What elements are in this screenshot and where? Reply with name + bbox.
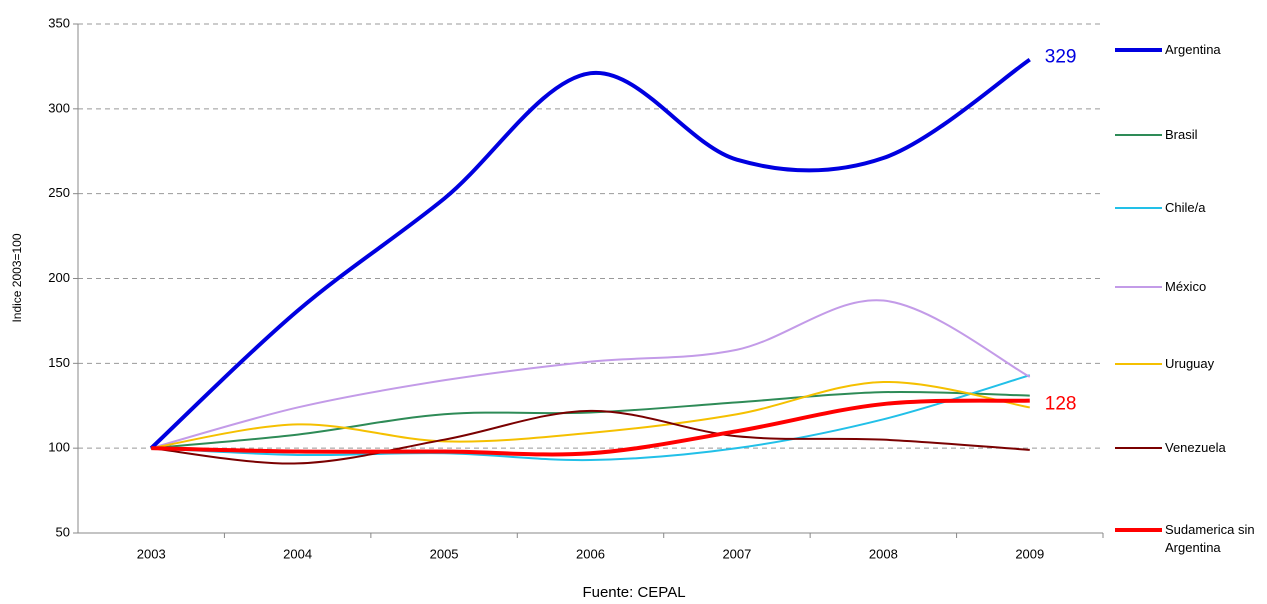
y-tick-label: 150 xyxy=(48,355,70,370)
end-label: 128 xyxy=(1045,394,1077,415)
legend-label: Sudamerica sin Argentina xyxy=(1165,522,1255,555)
end-label: 329 xyxy=(1045,47,1077,68)
legend-label: Argentina xyxy=(1165,42,1221,57)
x-tick-label: 2008 xyxy=(869,546,898,561)
x-tick-label: 2005 xyxy=(430,546,459,561)
series-line xyxy=(151,398,1030,457)
x-tick-label: 2003 xyxy=(137,546,166,561)
y-tick-label: 250 xyxy=(48,185,70,200)
x-tick-label: 2007 xyxy=(722,546,751,561)
series-line xyxy=(151,390,1030,450)
series-line xyxy=(149,57,1031,450)
legend-label: Uruguay xyxy=(1165,356,1215,371)
series-line xyxy=(151,409,1030,465)
legend-label: Venezuela xyxy=(1165,440,1226,455)
legend-label: Brasil xyxy=(1165,127,1198,142)
series-line xyxy=(151,374,1031,462)
series-line xyxy=(151,380,1030,450)
source: Fuente: CEPAL xyxy=(582,584,685,601)
y-tick-label: 350 xyxy=(48,15,70,30)
y-tick-label: 200 xyxy=(48,270,70,285)
legend-label: México xyxy=(1165,279,1207,294)
legend-label: Chile/a xyxy=(1165,200,1206,215)
y-tick-label: 300 xyxy=(48,100,70,115)
y-tick-label: 100 xyxy=(48,440,70,455)
y-axis-label: Indice 2003=100 xyxy=(10,233,24,322)
y-tick-label: 50 xyxy=(56,524,70,539)
x-tick-label: 2006 xyxy=(576,546,605,561)
x-tick-label: 2004 xyxy=(283,546,312,561)
x-tick-label: 2009 xyxy=(1015,546,1044,561)
series-line xyxy=(150,299,1031,450)
